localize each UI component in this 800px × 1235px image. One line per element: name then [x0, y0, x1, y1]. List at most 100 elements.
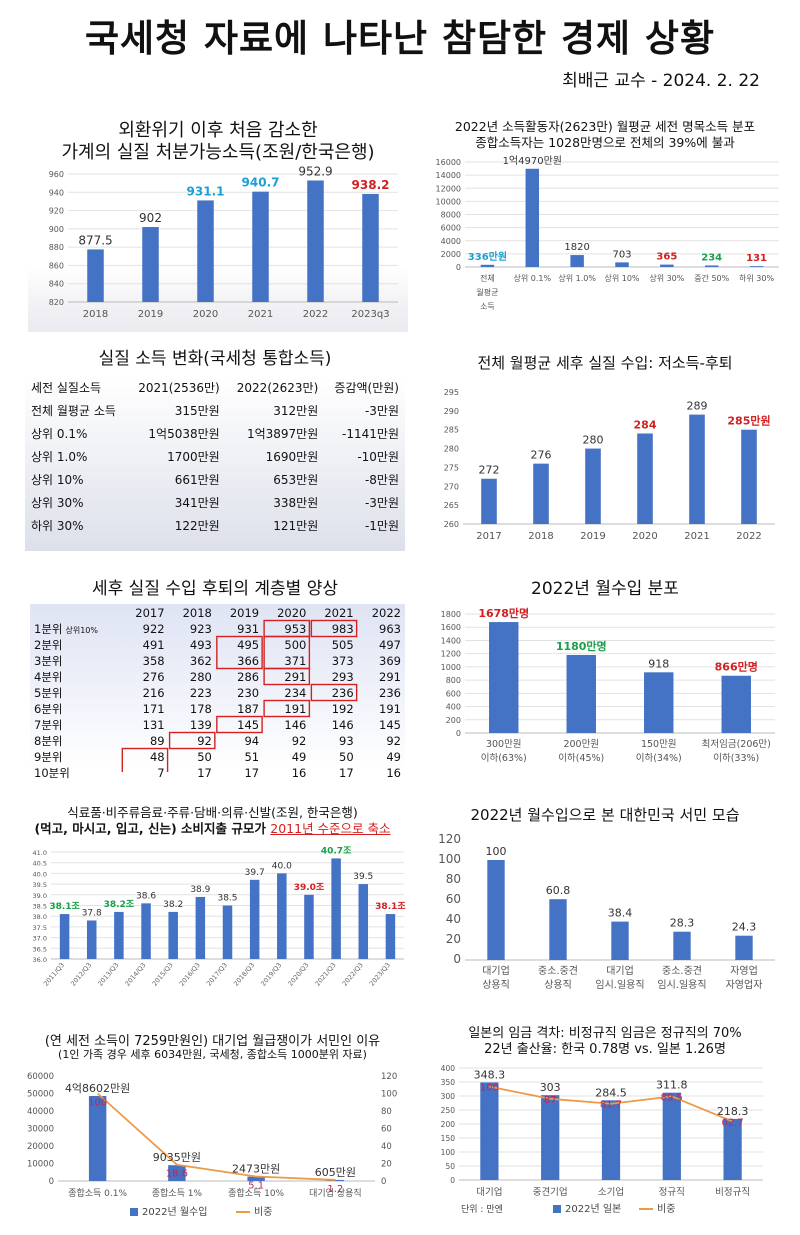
bar	[222, 905, 233, 959]
chart-consumption: 36.0 36.5 37.0 37.5 38.0 38.5 39.0 39.5 40.0 40.5…	[33, 845, 407, 988]
y2-tick-label: 120	[381, 1072, 397, 1082]
y-tick-label: 0	[453, 952, 461, 966]
data-label: 289	[687, 400, 708, 413]
y-tick-label: 8000	[441, 211, 461, 220]
x-tick-label: 300만원	[486, 739, 522, 750]
table-cell: 146	[331, 717, 354, 732]
x-tick-label: 2021	[684, 531, 709, 542]
y-tick-label: 960	[49, 170, 64, 179]
bar	[549, 899, 567, 960]
y-tick-label: 120	[438, 832, 461, 846]
table-header-row: 세전 실질소득 2021(2536만) 2022(2623만) 증감액(만원)	[25, 376, 405, 399]
data-label: 280	[583, 434, 604, 447]
bar	[723, 1118, 742, 1180]
data-label: 336만원	[468, 250, 507, 263]
y-tick-label: 150	[441, 1134, 456, 1143]
y-tick-label: 40000	[27, 1107, 54, 1117]
x-tick-label: 비정규직	[715, 1187, 750, 1198]
data-label: 100	[486, 845, 507, 858]
table-cell: 7	[157, 765, 165, 780]
y-tick-label: 1400	[441, 636, 461, 645]
table-cell: 338만원	[273, 496, 319, 510]
y-tick-label: 14000	[436, 171, 461, 180]
table-cell: 171	[142, 701, 165, 716]
y-tick-label: 200	[441, 1120, 456, 1129]
table-cell: 491	[142, 637, 165, 652]
table-cell: 8분위	[34, 733, 63, 748]
table-cell: 1억5038만원	[148, 427, 220, 441]
table-cell: 505	[331, 637, 354, 652]
table-cell: 17	[244, 765, 260, 780]
x-tick-label: 소득	[480, 302, 495, 311]
y-tick-label: 940	[49, 188, 64, 197]
data-label: 38.1조	[375, 901, 406, 912]
y-tick-label: 20	[446, 932, 461, 946]
table-cell: 236	[331, 685, 354, 700]
table-cell: 2020	[277, 606, 307, 621]
chart-subtitle-highlight: 2011년 수준으로 축소	[270, 821, 391, 836]
x-tick-label: 2021	[248, 309, 273, 320]
y-tick-label: 280	[444, 445, 459, 454]
table-cell: 상위 30%	[31, 496, 84, 510]
x-tick-label: 2022/Q3	[341, 961, 365, 988]
bar	[566, 654, 596, 733]
y-tick-label: 100	[441, 1148, 456, 1157]
chart-income-distribution: 0 2000 4000 6000 8000 10000 12000 14000 16000 336…	[436, 155, 779, 311]
chart-title: 외환위기 이후 처음 감소한	[118, 120, 318, 141]
y-tick-label: 41.0	[33, 849, 47, 857]
data-label: 303	[540, 1081, 561, 1094]
table-cell: 373	[331, 653, 354, 668]
data-label: 311.8	[656, 1079, 688, 1092]
data-label: 38.4	[608, 907, 633, 920]
table-row: 10분위 7 17 17 16 17 16	[30, 765, 405, 781]
decile-table: 2017 2018 2019 2020 2021 2022 1분위 상위10% 922 923 93…	[30, 606, 405, 781]
bar	[749, 266, 764, 267]
x-tick-label: 상용직	[482, 979, 510, 991]
chart-subtitle: 종합소득자는 1028만명으로 전체의 39%에 불과	[475, 135, 735, 150]
table-cell: 6분위	[34, 701, 63, 716]
y-tick-label: 860	[49, 261, 64, 270]
table-cell: 341만원	[174, 496, 220, 510]
table-cell: -1141만원	[342, 427, 399, 441]
x-tick-label: 2020/Q3	[286, 961, 310, 988]
chart-monthly-income-dist: 0 200 400 600 800 1000 1200 1400 1600 1800 1678만명 3…	[441, 606, 775, 764]
line-label: 89.5	[661, 1092, 683, 1103]
table-cell: 16	[386, 765, 401, 780]
y-tick-label: 920	[49, 207, 64, 216]
table-cell: 3분위	[34, 653, 63, 668]
table-cell: 4분위	[34, 669, 63, 684]
chart-disposable-income: 820 840 860 880 900 920 940 960 877.5 2018 902 2019…	[49, 164, 398, 320]
panel-large-company-worker: (연 세전 소득이 7259만원인) 대기업 월급쟁이가 서민인 이유 (1인 …	[10, 1028, 415, 1223]
y2-tick-label: 40	[381, 1142, 392, 1152]
data-label: 348.3	[474, 1068, 506, 1081]
panel-after-tax-income: 전체 월평균 세후 실질 수입: 저소득-후퇴 260 265 270 275 280 2…	[425, 340, 785, 550]
x-tick-label: 2019/Q3	[259, 961, 283, 988]
bar	[362, 193, 379, 302]
table-cell: 230	[237, 685, 260, 700]
data-label: 1180만명	[556, 639, 607, 653]
y-tick-label: 1000	[441, 663, 461, 672]
x-tick-label: 정규직	[659, 1187, 685, 1198]
line-label: 18.6	[166, 1169, 188, 1180]
y-tick-label: 30000	[27, 1125, 54, 1135]
bar	[489, 622, 519, 733]
x-tick-label: 2023q3	[351, 309, 389, 320]
y-tick-label: 0	[450, 1176, 455, 1185]
bar	[637, 433, 653, 524]
line-label: 1.2	[327, 1184, 343, 1195]
table-cell: 하위 30%	[31, 519, 84, 533]
data-label: 1820	[564, 242, 589, 253]
table-cell: 923	[189, 621, 212, 636]
table-cell: 216	[142, 685, 165, 700]
bar	[142, 227, 159, 302]
data-label: 4억8602만원	[65, 1082, 130, 1095]
data-label: 918	[648, 657, 669, 670]
panel-monthly-income-dist: 2022년 월수입 분포 0 200 400 600 800 1000 1200 1400 16…	[425, 570, 785, 775]
x-tick-label: 상위 0.1%	[513, 273, 551, 283]
bar	[141, 903, 151, 959]
y-tick-label: 16000	[436, 158, 461, 167]
table-cell: 10분위	[34, 765, 70, 780]
data-label: 938.2	[352, 178, 390, 192]
bar	[585, 448, 601, 524]
legend-label: 2022년 월수입	[142, 1205, 207, 1218]
